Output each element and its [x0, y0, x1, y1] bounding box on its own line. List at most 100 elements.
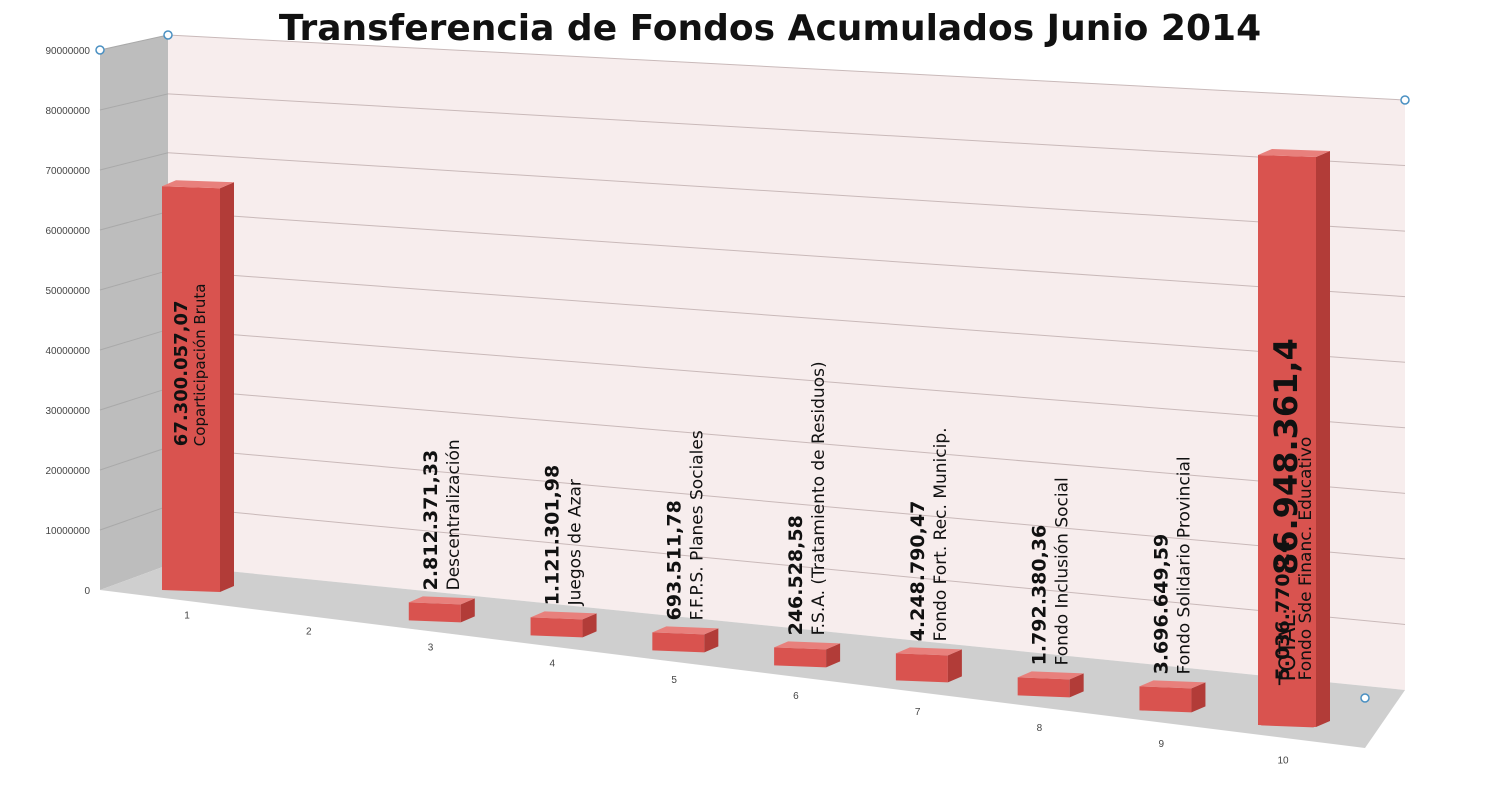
bar [652, 626, 719, 653]
bar [895, 647, 962, 683]
y-tick-label: 50000000 [46, 286, 91, 297]
y-tick-label: 80000000 [46, 106, 91, 117]
bar-side [1316, 151, 1330, 727]
x-tick-label: 6 [793, 691, 799, 702]
gridlines [99, 34, 1406, 625]
bar-top [652, 626, 719, 635]
bar-side [704, 628, 719, 653]
resize-handle[interactable] [95, 45, 105, 55]
bar-front [530, 617, 583, 638]
name-label: Descentralización [444, 439, 464, 590]
x-tick-label: 7 [915, 707, 921, 718]
bar-label: 3.696.649,59 Fondo Solidario Provincial [1150, 456, 1194, 674]
bar-side [947, 649, 962, 683]
bar-side [582, 613, 597, 638]
resize-handle[interactable] [163, 30, 173, 40]
bars [162, 149, 1330, 728]
x-tick-label: 3 [428, 643, 434, 654]
y-tick-label: 0 [84, 586, 90, 597]
bar [774, 641, 841, 668]
y-tick-label: 60000000 [46, 226, 91, 237]
bar-label: 1.792.380,36 Fondo Inclusión Social [1029, 477, 1073, 665]
bar-front [774, 647, 827, 668]
name-label: TOTAL: [1276, 608, 1301, 686]
gridline [167, 446, 1406, 560]
gridline [167, 152, 1406, 232]
gridline [167, 505, 1406, 625]
bar [408, 596, 475, 623]
bar-side [460, 598, 475, 623]
gridline [167, 211, 1406, 298]
bar-top [774, 641, 841, 650]
side-wall [100, 35, 168, 590]
y-tick-label: 70000000 [46, 166, 91, 177]
bar-top [162, 180, 234, 189]
value-label: 67.300.057,07 [171, 300, 192, 446]
bar-label: 693.511,78 F.F.P.S. Planes Sociales [663, 430, 707, 620]
bar-top [408, 596, 475, 605]
name-label: Coparticipación Bruta [191, 284, 209, 447]
y-tick-label: 30000000 [46, 406, 91, 417]
value-label: 5.036.770,24 [1272, 540, 1294, 681]
x-tick-label: 5 [671, 675, 677, 686]
y-tick-label: 90000000 [46, 46, 91, 57]
gridline [167, 270, 1406, 363]
bar-label: 5.036.770,24 Fondo Sde Financ. Educativo [1272, 437, 1316, 681]
bar-side [1069, 673, 1084, 698]
name-label: F.S.A. (Tratamiento de Residuos) [809, 361, 829, 635]
value-label: 693.511,78 [663, 500, 685, 620]
gridline [167, 387, 1406, 494]
gridline [167, 34, 1406, 101]
name-label: Fondo Solidario Provincial [1174, 456, 1194, 674]
bar-labels: 67.300.057,07 Coparticipación Bruta 2.812.… [171, 284, 1316, 686]
bar-top [1258, 149, 1330, 158]
side-gridline [99, 328, 169, 351]
value-label: 4.248.790,47 [907, 501, 929, 642]
bar [530, 611, 597, 638]
bar [162, 180, 234, 593]
side-gridline [99, 446, 169, 471]
value-label: 246.528,58 [785, 515, 807, 635]
bar-front [652, 632, 705, 653]
bar-front [895, 653, 948, 683]
chart-title: Transferencia de Fondos Acumulados Junio… [279, 8, 1261, 49]
x-tick-label: 2 [306, 626, 312, 637]
bar-side [1191, 682, 1206, 713]
side-gridline [99, 211, 169, 231]
side-gridline [99, 93, 169, 111]
gridline [167, 328, 1406, 429]
bar-top [895, 647, 962, 656]
bar-front [408, 602, 461, 623]
bar-top [1139, 680, 1206, 689]
bar [1017, 671, 1084, 698]
x-tick-label: 8 [1037, 723, 1043, 734]
bar-label: 246.528,58 F.S.A. (Tratamiento de Residuo… [785, 361, 829, 635]
resize-handle[interactable] [1360, 693, 1370, 703]
bar-label: 1.121.301,98 Juegos de Azar [542, 465, 586, 607]
x-tick-label: 10 [1277, 755, 1289, 766]
y-tick-label: 10000000 [46, 526, 91, 537]
x-tick-label: 1 [184, 610, 190, 621]
x-tick-label: 9 [1158, 739, 1164, 750]
resize-handle[interactable] [1400, 95, 1410, 105]
x-axis-ticks: 1 2 3 4 5 6 7 8 9 10 [184, 610, 1289, 766]
y-axis-ticks: 0 10000000 20000000 30000000 40000000 5000000… [46, 46, 91, 597]
bar-front [162, 186, 220, 593]
bar-top [1017, 671, 1084, 680]
value-label: 1.792.380,36 [1029, 525, 1051, 666]
side-gridline [99, 34, 169, 51]
bar [1139, 680, 1206, 713]
value-label: 1.121.301,98 [542, 465, 564, 606]
name-label: Juegos de Azar [566, 479, 586, 606]
value-label: 86.948.361,4 [1267, 338, 1305, 575]
back-wall [168, 35, 1405, 690]
bar-label: 67.300.057,07 Coparticipación Bruta [171, 284, 209, 447]
name-label: Fondo Inclusión Social [1053, 477, 1073, 665]
side-gridline [99, 152, 169, 171]
bar-label: 4.248.790,47 Fondo Fort. Rec. Municip. [907, 427, 951, 641]
bar-side [826, 643, 841, 668]
side-gridline [99, 270, 169, 291]
value-label: 3.696.649,59 [1150, 534, 1172, 675]
